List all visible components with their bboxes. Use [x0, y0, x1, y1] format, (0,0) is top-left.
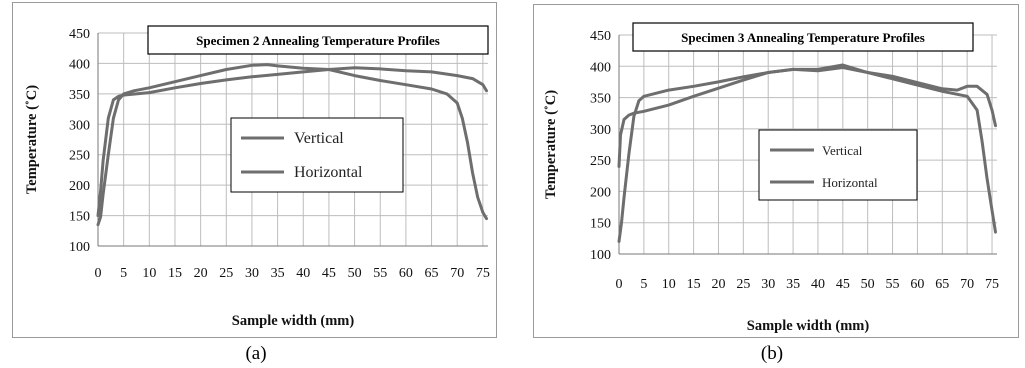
y-tick-label: 250 [69, 149, 90, 164]
x-tick-label: 5 [120, 266, 127, 281]
chart-title-box [147, 25, 489, 55]
y-tick-label: 250 [590, 154, 611, 169]
y-tick-label: 350 [590, 92, 611, 107]
y-tick-label: 150 [69, 210, 90, 225]
x-tick-label: 50 [348, 266, 362, 281]
panel-caption-b: (b) [760, 343, 784, 364]
x-tick-label: 45 [836, 277, 850, 292]
series-line-horizontal [96, 66, 488, 218]
y-tick-label: 300 [69, 118, 90, 133]
x-tick-label: 55 [373, 266, 387, 281]
x-tick-label: 60 [910, 277, 924, 292]
x-tick-label: 70 [960, 277, 974, 292]
x-tick-label: 15 [168, 266, 182, 281]
x-tick-label: 20 [194, 266, 208, 281]
x-tick-label: 25 [736, 277, 750, 292]
x-tick-label: 75 [985, 277, 999, 292]
y-tick-label: 200 [590, 185, 611, 200]
x-tick-label: 65 [425, 266, 439, 281]
x-tick-label: 30 [761, 277, 775, 292]
y-axis-title: Temperature (˚C) [24, 85, 40, 194]
x-tick-label: 40 [296, 266, 310, 281]
chart-title: Specimen 2 Annealing Temperature Profile… [196, 33, 440, 48]
x-tick-label: 45 [322, 266, 336, 281]
y-tick-label: 200 [69, 179, 90, 194]
x-tick-label: 35 [271, 266, 285, 281]
y-tick-label: 400 [69, 57, 90, 72]
chart-title: Specimen 3 Annealing Temperature Profile… [681, 30, 925, 45]
legend-label-horizontal: Horizontal [822, 175, 878, 190]
x-axis-title: Sample width (mm) [747, 318, 870, 334]
panel-caption-a: (a) [245, 343, 267, 364]
x-tick-label: 10 [662, 277, 676, 292]
x-tick-label: 20 [711, 277, 725, 292]
y-tick-label: 300 [590, 123, 611, 138]
x-tick-label: 0 [616, 277, 623, 292]
x-tick-label: 25 [219, 266, 233, 281]
y-tick-label: 100 [69, 240, 90, 255]
x-tick-label: 50 [861, 277, 875, 292]
y-tick-label: 150 [590, 217, 611, 232]
x-tick-label: 15 [687, 277, 701, 292]
y-tick-label: 100 [590, 248, 611, 263]
y-tick-label: 450 [590, 29, 611, 44]
y-tick-label: 450 [69, 27, 90, 42]
x-tick-label: 40 [811, 277, 825, 292]
legend-label-vertical: Vertical [294, 130, 344, 147]
legend-box [230, 117, 404, 193]
y-tick-label: 400 [590, 60, 611, 75]
legend-box [758, 129, 918, 201]
chart-b: 100 150 200 250 300 350 400 450 0 5 10 15 20 25 30 35 40… [543, 22, 999, 334]
series-line-vertical [96, 63, 488, 227]
chart-title-box [632, 22, 974, 52]
x-tick-label: 55 [886, 277, 900, 292]
series-line-horizontal [617, 66, 997, 168]
legend-label-vertical: Vertical [822, 143, 863, 158]
x-tick-label: 70 [450, 266, 464, 281]
x-tick-label: 0 [95, 266, 102, 281]
chart-a: 100 150 200 250 300 350 400 450 0 5 10 15 20 25 30 35 40… [24, 25, 490, 329]
x-axis-title: Sample width (mm) [232, 313, 355, 329]
y-tick-label: 350 [69, 88, 90, 103]
x-tick-label: 30 [245, 266, 259, 281]
y-axis-title: Temperature (˚C) [543, 90, 559, 199]
legend-label-horizontal: Horizontal [294, 164, 363, 181]
x-tick-label: 75 [476, 266, 490, 281]
x-tick-label: 5 [640, 277, 647, 292]
x-tick-label: 60 [399, 266, 413, 281]
x-tick-label: 65 [935, 277, 949, 292]
x-tick-label: 10 [142, 266, 156, 281]
x-tick-label: 35 [786, 277, 800, 292]
